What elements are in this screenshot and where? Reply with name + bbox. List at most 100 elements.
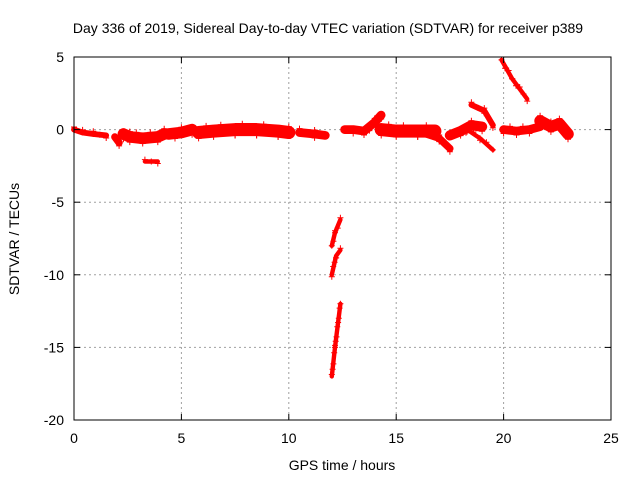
data-point <box>337 300 344 307</box>
data-point <box>446 132 453 139</box>
grid <box>74 57 611 420</box>
data-point <box>210 128 217 135</box>
data-point <box>516 84 523 90</box>
data-point <box>393 128 400 135</box>
data-point <box>239 120 246 127</box>
data-point <box>423 122 430 129</box>
data-point <box>507 123 513 130</box>
data-point <box>371 119 378 126</box>
data-point <box>393 133 400 140</box>
data-point <box>378 132 385 139</box>
data-point <box>79 126 86 133</box>
data-point <box>441 140 448 147</box>
data-point <box>253 132 260 139</box>
data-point <box>489 124 496 131</box>
y-tick-label: 5 <box>56 49 64 65</box>
data-point <box>304 130 311 137</box>
data-point <box>330 238 337 245</box>
data-point <box>333 333 340 340</box>
data-point <box>341 126 348 133</box>
data-point <box>285 123 292 130</box>
data-point <box>331 349 338 356</box>
data-point <box>328 273 335 280</box>
data-point <box>481 110 488 117</box>
data-point <box>502 65 508 72</box>
data-point <box>337 214 344 221</box>
y-tick-label: 0 <box>56 122 64 138</box>
data-layer <box>71 56 574 379</box>
x-tick-label: 5 <box>178 430 186 446</box>
x-tick-label: 15 <box>388 430 404 446</box>
data-point <box>479 128 486 135</box>
data-point <box>139 135 146 142</box>
data-point <box>436 132 443 138</box>
data-point <box>296 125 303 132</box>
data-point <box>96 131 103 138</box>
data-point <box>335 315 342 322</box>
data-point <box>224 127 231 134</box>
data-point <box>477 137 483 144</box>
data-point <box>526 130 533 137</box>
data-point <box>366 127 373 134</box>
data-point <box>505 67 512 74</box>
data-point <box>519 123 526 130</box>
data-point <box>165 131 172 137</box>
x-tick-label: 10 <box>281 430 297 446</box>
plot-frame <box>73 56 612 421</box>
x-tick-label: 0 <box>70 430 78 446</box>
data-point <box>446 148 453 155</box>
data-point <box>232 132 239 139</box>
data-point <box>111 133 118 140</box>
x-tick-label: 25 <box>603 430 619 446</box>
data-segment <box>162 123 198 140</box>
data-point <box>154 133 161 140</box>
data-point <box>120 136 127 143</box>
data-point <box>154 139 161 146</box>
data-segment <box>111 133 123 147</box>
data-point <box>116 142 123 149</box>
x-axis-label: GPS time / hours <box>289 457 396 473</box>
data-point <box>547 128 554 135</box>
data-point <box>335 319 342 326</box>
data-point <box>407 128 414 135</box>
data-point <box>331 259 338 266</box>
data-point <box>328 371 335 378</box>
data-point <box>178 129 185 136</box>
data-point <box>267 127 274 134</box>
data-point <box>330 360 337 367</box>
data-point <box>154 160 161 167</box>
data-point <box>385 121 392 128</box>
data-point <box>361 128 367 135</box>
data-point <box>556 115 563 122</box>
data-point <box>513 132 520 138</box>
data-point <box>90 128 97 135</box>
data-point <box>336 305 343 312</box>
data-point <box>334 323 341 330</box>
data-point <box>275 133 282 140</box>
data-point <box>217 121 224 128</box>
data-point <box>524 98 531 105</box>
x-tick-label: 20 <box>496 430 512 446</box>
data-point <box>400 122 407 129</box>
data-point <box>246 126 253 133</box>
data-point <box>139 140 146 147</box>
data-point <box>464 128 471 135</box>
data-point <box>172 135 178 142</box>
data-point <box>500 130 507 137</box>
data-point <box>210 133 217 140</box>
data-segment <box>295 128 330 140</box>
data-point <box>332 342 338 349</box>
data-point <box>547 118 554 125</box>
data-segment <box>422 130 454 153</box>
data-point <box>481 105 488 112</box>
data-point <box>195 135 202 142</box>
data-point <box>520 91 527 97</box>
data-point <box>470 129 477 135</box>
data-segment <box>499 122 545 136</box>
data-point <box>328 242 335 249</box>
data-point <box>126 139 133 146</box>
data-point <box>133 129 140 136</box>
data-point <box>556 120 563 127</box>
data-point <box>311 134 318 141</box>
